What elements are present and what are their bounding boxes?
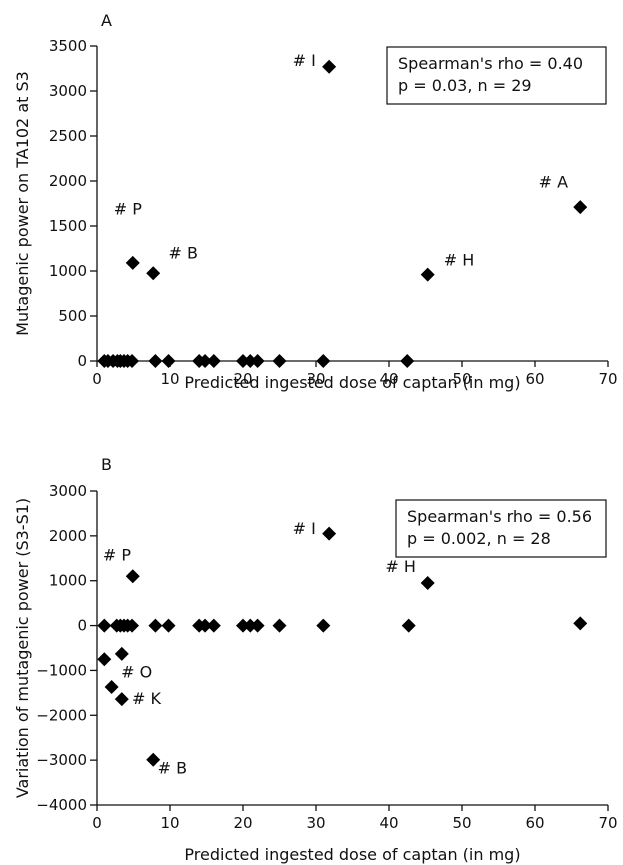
data-point: [97, 618, 112, 633]
x-tick-label: 10: [160, 370, 179, 388]
stats-box: Spearman's rho = 0.56 p = 0.002, n = 28: [395, 499, 607, 558]
stats-line: p = 0.03, n = 29: [398, 76, 532, 95]
data-point: [206, 618, 221, 633]
data-point: [236, 618, 250, 633]
data-point: [125, 618, 140, 633]
x-tick-label: 60: [525, 370, 544, 388]
data-point: [146, 266, 161, 281]
data-point: [148, 618, 163, 633]
chart-panel-a: A 0 500 1000 1500 2000 2500 3000 3500 0 10 20 30 40 50…: [13, 11, 618, 392]
stats-box-frame: [395, 499, 607, 558]
data-point: [243, 618, 258, 633]
y-tick-label: 1000: [49, 262, 87, 280]
data-point: [250, 618, 265, 633]
y-tick-label: 1000: [49, 572, 87, 590]
y-axis-title: Mutagenic power on TA102 at S3: [13, 71, 32, 336]
data-point: [161, 618, 176, 633]
point-annotation: # B: [158, 759, 187, 778]
data-point: [420, 267, 435, 282]
data-point: [420, 575, 435, 590]
y-tick-label: 3500: [49, 37, 87, 55]
y-tick-label: 500: [58, 307, 87, 325]
stats-box-frame: [386, 46, 607, 105]
data-point: [322, 526, 337, 541]
chart-panel-b: B −4000 −3000 −2000 −1000 0 1000 2000 3000 0 10 20 3…: [13, 455, 618, 864]
y-axis-title: Variation of mutagenic power (S3-S1): [13, 498, 32, 798]
x-tick-label: 70: [598, 814, 617, 832]
data-point: [114, 646, 129, 661]
data-point: [146, 752, 161, 767]
x-tick-label: 50: [452, 814, 471, 832]
data-point: [573, 200, 588, 215]
y-tick-label: −3000: [36, 751, 87, 769]
data-point: [401, 618, 416, 633]
point-annotation: # O: [121, 663, 152, 682]
data-point: [322, 59, 337, 74]
data-point: [114, 692, 129, 707]
stats-line: Spearman's rho = 0.40: [398, 54, 583, 73]
y-tick-label: 3000: [49, 482, 87, 500]
y-tick-label: −2000: [36, 706, 87, 724]
point-annotation: # B: [169, 243, 198, 262]
point-annotation: # K: [132, 689, 161, 708]
data-point: [125, 354, 140, 368]
data-point: [236, 354, 250, 368]
x-tick-label: 0: [92, 814, 102, 832]
y-tick-label: 2500: [49, 127, 87, 145]
x-tick-label: 60: [525, 814, 544, 832]
data-point: [243, 354, 258, 368]
y-tick-label: 0: [77, 352, 87, 370]
y-tick-label: 2000: [49, 172, 87, 190]
stats-box: Spearman's rho = 0.40 p = 0.03, n = 29: [386, 46, 607, 105]
point-annotation: # H: [444, 251, 475, 270]
data-point: [161, 354, 176, 368]
data-point: [272, 618, 287, 633]
data-point: [198, 618, 213, 633]
point-annotation: # A: [539, 172, 568, 191]
y-tick-label: 1500: [49, 217, 87, 235]
data-point: [148, 354, 163, 368]
data-point: [206, 354, 221, 368]
data-point: [250, 354, 265, 368]
data-point: [400, 354, 415, 368]
x-tick-label: 0: [92, 370, 102, 388]
x-tick-label: 10: [160, 814, 179, 832]
data-point: [316, 354, 331, 368]
data-point: [125, 255, 140, 270]
data-point: [573, 616, 588, 631]
stats-line: Spearman's rho = 0.56: [407, 507, 592, 526]
stats-line: p = 0.002, n = 28: [407, 529, 551, 548]
y-tick-label: 3000: [49, 82, 87, 100]
data-point: [198, 354, 213, 368]
point-annotation: # P: [114, 199, 142, 218]
y-tick-label: −4000: [36, 796, 87, 814]
x-tick-label: 40: [379, 814, 398, 832]
panel-label: B: [101, 455, 112, 474]
x-tick-label: 50: [452, 370, 471, 388]
data-point: [272, 354, 287, 368]
x-tick-label: 20: [233, 814, 252, 832]
point-annotation: # I: [293, 519, 316, 538]
x-tick-label: 20: [233, 370, 252, 388]
x-axis-title: Predicted ingested dose of captan (in mg…: [184, 373, 520, 392]
data-point: [97, 652, 112, 667]
x-tick-label: 70: [598, 370, 617, 388]
data-point: [316, 618, 331, 633]
data-point: [104, 680, 119, 695]
x-tick-label: 40: [379, 370, 398, 388]
panel-label: A: [101, 11, 112, 30]
x-tick-label: 30: [306, 370, 325, 388]
y-tick-label: −1000: [36, 661, 87, 679]
x-tick-label: 30: [306, 814, 325, 832]
y-tick-label: 2000: [49, 527, 87, 545]
point-annotation: # P: [103, 546, 131, 565]
point-annotation: # H: [385, 557, 416, 576]
point-annotation: # I: [293, 51, 316, 70]
data-point: [125, 569, 140, 584]
y-tick-label: 0: [77, 617, 87, 635]
x-axis-title: Predicted ingested dose of captan (in mg…: [184, 845, 520, 864]
